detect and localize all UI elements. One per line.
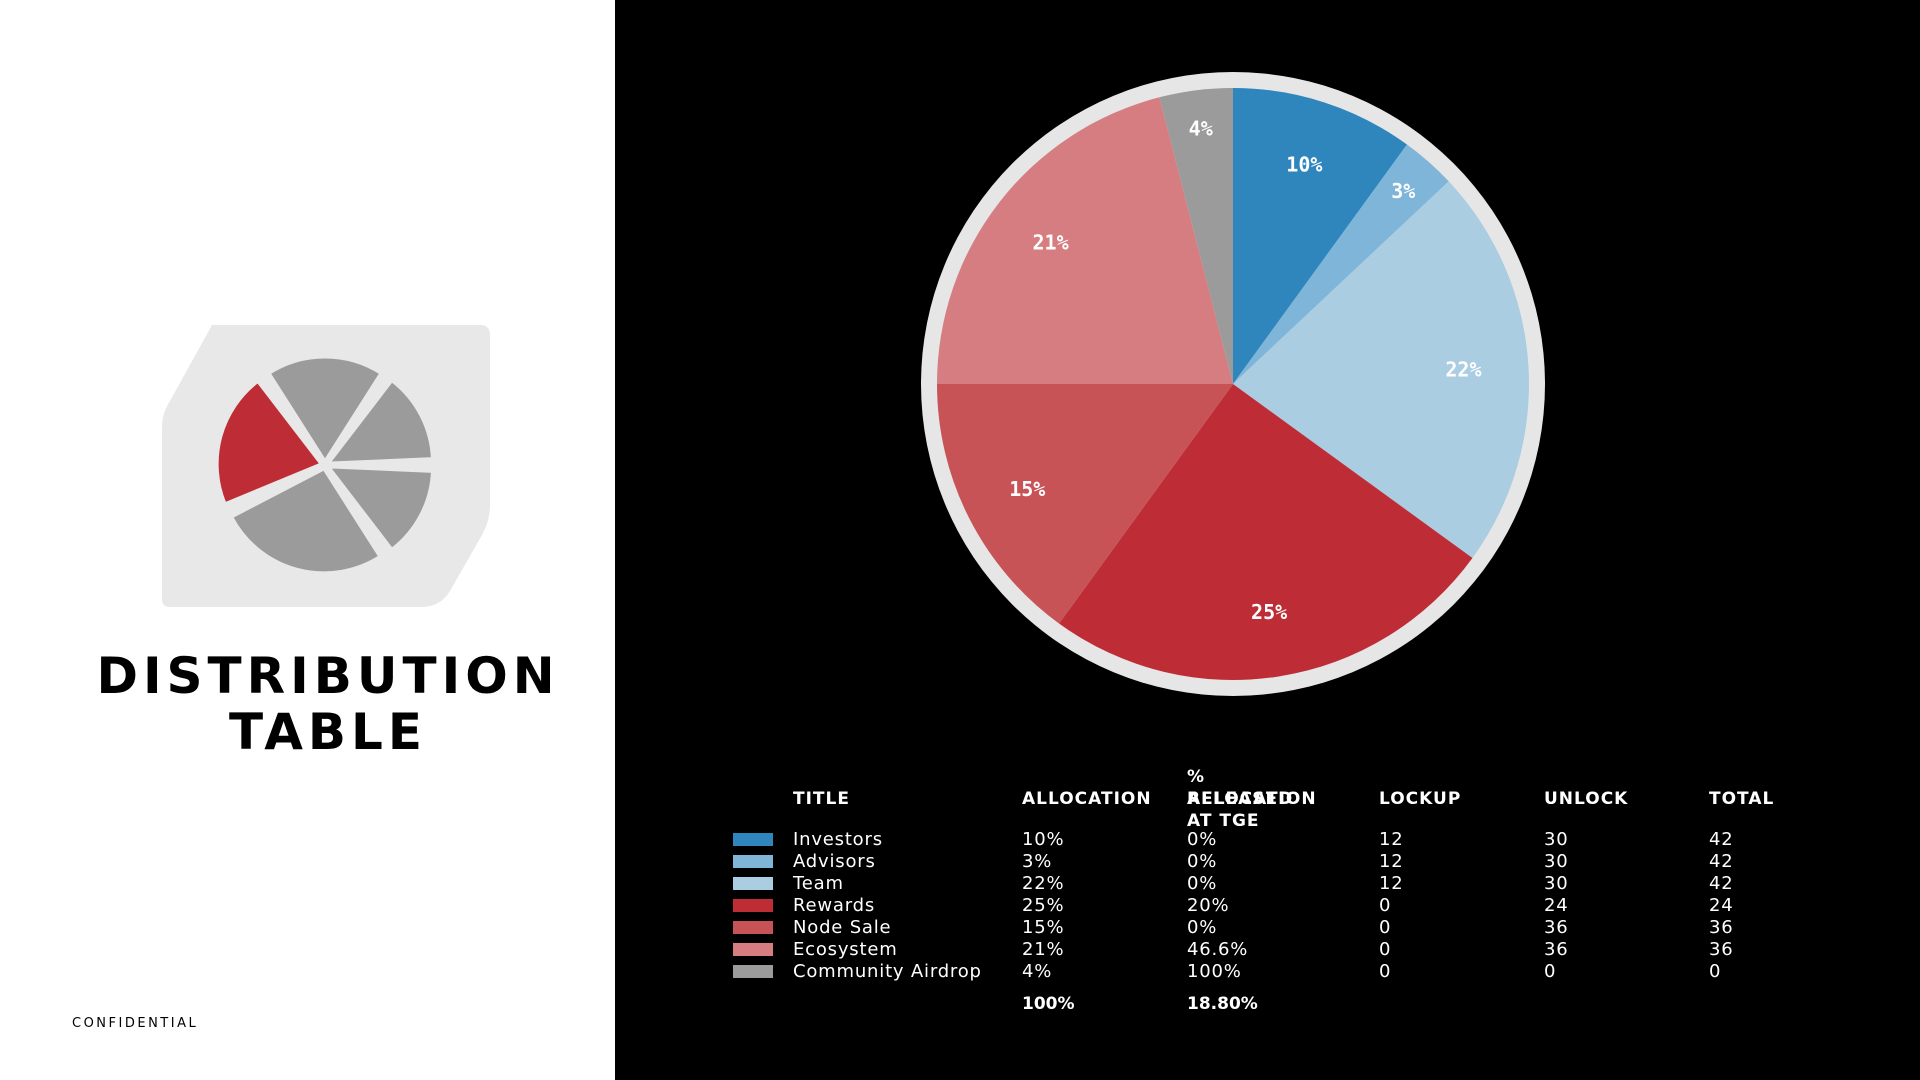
pie-label-community-airdrop: 4%	[1189, 117, 1213, 141]
cell-released: 0%	[1187, 829, 1218, 850]
pie-slice-node-sale	[937, 384, 1233, 624]
pie-label-node-sale: 15%	[1009, 477, 1045, 501]
legend-swatch	[733, 943, 773, 956]
cell-released: 0%	[1187, 873, 1218, 894]
cell-released: 0%	[1187, 917, 1218, 938]
cell-lockup: 12	[1379, 829, 1404, 850]
header-released-line1: % ALLOCATION	[1187, 767, 1317, 809]
cell-allocation: 21%	[1022, 939, 1065, 960]
legend-swatch	[733, 965, 773, 978]
total-allocation: 100%	[1022, 994, 1075, 1014]
pie-label-rewards: 25%	[1251, 600, 1287, 624]
cell-unlock: 36	[1544, 939, 1569, 960]
cell-total: 42	[1709, 851, 1734, 872]
header-title: TITLE	[793, 789, 850, 809]
cell-total: 36	[1709, 939, 1734, 960]
cell-lockup: 0	[1379, 961, 1392, 982]
pie-slice-ecosystem	[937, 97, 1233, 385]
pie-slice-investors	[1233, 88, 1407, 384]
cell-total: 24	[1709, 895, 1734, 916]
legend-swatch	[733, 899, 773, 912]
cell-unlock: 30	[1544, 873, 1569, 894]
pie-label-advisors: 3%	[1391, 179, 1415, 203]
cell-title: Team	[793, 873, 844, 894]
page-title-line1: DISTRIBUTION	[96, 647, 560, 705]
cell-allocation: 25%	[1022, 895, 1065, 916]
cell-unlock: 30	[1544, 851, 1569, 872]
cell-released: 100%	[1187, 961, 1242, 982]
pie-slice-community-airdrop	[1159, 88, 1233, 384]
cell-title: Advisors	[793, 851, 876, 872]
cell-released: 0%	[1187, 851, 1218, 872]
cell-allocation: 22%	[1022, 873, 1065, 894]
cell-title: Investors	[793, 829, 883, 850]
cell-lockup: 0	[1379, 895, 1392, 916]
header-allocation: ALLOCATION	[1022, 789, 1152, 809]
pie-label-investors: 10%	[1286, 152, 1322, 176]
page-title: DISTRIBUTION TABLE	[0, 648, 656, 760]
pie-slice-advisors	[1233, 144, 1449, 384]
page-title-line2: TABLE	[228, 703, 428, 761]
legend-swatch	[733, 833, 773, 846]
cell-unlock: 36	[1544, 917, 1569, 938]
cell-title: Ecosystem	[793, 939, 898, 960]
cell-title: Community Airdrop	[793, 961, 982, 982]
legend-swatch	[733, 921, 773, 934]
pie-label-team: 22%	[1445, 358, 1481, 382]
header-unlock: UNLOCK	[1544, 789, 1629, 809]
pie-label-ecosystem: 21%	[1033, 230, 1069, 254]
cell-lockup: 12	[1379, 851, 1404, 872]
header-lockup: LOCKUP	[1379, 789, 1462, 809]
logo-pie-segment	[327, 465, 434, 551]
left-panel: DISTRIBUTION TABLE CONFIDENTIAL	[0, 0, 615, 1080]
distribution-pie-logo-icon	[162, 325, 490, 607]
confidential-label: CONFIDENTIAL	[72, 1016, 199, 1031]
cell-title: Node Sale	[793, 917, 892, 938]
cell-lockup: 0	[1379, 917, 1392, 938]
cell-allocation: 3%	[1022, 851, 1053, 872]
header-total: TOTAL	[1709, 789, 1775, 809]
pie-slice-rewards	[1059, 384, 1473, 680]
cell-allocation: 4%	[1022, 961, 1053, 982]
legend-swatch	[733, 877, 773, 890]
cell-lockup: 12	[1379, 873, 1404, 894]
legend-swatch	[733, 855, 773, 868]
cell-title: Rewards	[793, 895, 876, 916]
pie-chart: 10% 3% 22% 25% 15% 21% 4%	[921, 72, 1545, 696]
logo-pie-segment	[230, 467, 382, 575]
cell-allocation: 15%	[1022, 917, 1065, 938]
cell-total: 0	[1709, 961, 1722, 982]
logo-pie-segment	[215, 379, 323, 506]
cell-released: 46.6%	[1187, 939, 1249, 960]
cell-unlock: 0	[1544, 961, 1557, 982]
header-released-line2: RELEASED AT TGE	[1187, 789, 1294, 831]
cell-lockup: 0	[1379, 939, 1392, 960]
cell-unlock: 24	[1544, 895, 1569, 916]
cell-allocation: 10%	[1022, 829, 1065, 850]
cell-total: 42	[1709, 873, 1734, 894]
cell-unlock: 30	[1544, 829, 1569, 850]
cell-total: 42	[1709, 829, 1734, 850]
logo-pie-segment	[327, 379, 434, 465]
logo-pie-segment	[267, 355, 383, 463]
total-released: 18.80%	[1187, 994, 1258, 1014]
cell-total: 36	[1709, 917, 1734, 938]
cell-released: 20%	[1187, 895, 1230, 916]
pie-slice-team	[1233, 181, 1529, 558]
